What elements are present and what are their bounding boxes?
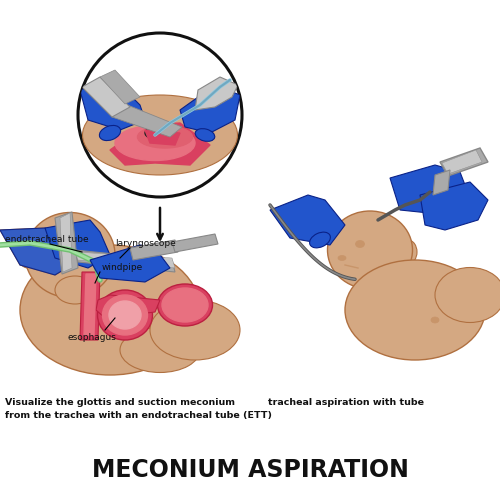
Ellipse shape xyxy=(98,290,152,340)
Polygon shape xyxy=(110,123,210,165)
Polygon shape xyxy=(96,295,160,318)
Ellipse shape xyxy=(310,232,330,248)
Ellipse shape xyxy=(195,128,215,141)
Polygon shape xyxy=(60,213,72,272)
Text: tracheal aspiration with tube: tracheal aspiration with tube xyxy=(268,398,424,407)
Ellipse shape xyxy=(115,126,195,160)
Ellipse shape xyxy=(51,245,59,251)
Ellipse shape xyxy=(120,328,200,372)
Polygon shape xyxy=(420,182,488,230)
Ellipse shape xyxy=(18,242,38,268)
Ellipse shape xyxy=(20,245,200,375)
Text: endotracheal tube: endotracheal tube xyxy=(5,236,88,244)
Polygon shape xyxy=(433,170,450,195)
Polygon shape xyxy=(0,228,80,275)
Text: laryngoscope: laryngoscope xyxy=(115,238,176,248)
Polygon shape xyxy=(75,250,175,272)
Polygon shape xyxy=(80,272,100,340)
Polygon shape xyxy=(390,165,470,215)
Ellipse shape xyxy=(345,260,485,360)
Ellipse shape xyxy=(431,317,439,323)
Polygon shape xyxy=(130,240,178,260)
Ellipse shape xyxy=(162,288,208,322)
Polygon shape xyxy=(145,130,180,145)
Text: esophagus: esophagus xyxy=(68,334,117,342)
Ellipse shape xyxy=(150,300,240,360)
Ellipse shape xyxy=(356,275,401,305)
Polygon shape xyxy=(75,252,175,268)
Polygon shape xyxy=(195,77,238,110)
Ellipse shape xyxy=(100,126,120,140)
Text: windpipe: windpipe xyxy=(102,264,144,272)
Ellipse shape xyxy=(435,268,500,322)
Ellipse shape xyxy=(356,240,364,248)
Polygon shape xyxy=(172,234,218,252)
Polygon shape xyxy=(90,245,170,282)
Ellipse shape xyxy=(25,212,115,298)
Text: Visualize the glottis and suction meconium
from the trachea with an endotracheal: Visualize the glottis and suction meconi… xyxy=(5,398,272,420)
Polygon shape xyxy=(100,70,140,104)
Polygon shape xyxy=(80,80,145,130)
Polygon shape xyxy=(270,195,345,245)
Polygon shape xyxy=(0,228,80,275)
Polygon shape xyxy=(55,212,78,274)
Polygon shape xyxy=(180,85,240,133)
Ellipse shape xyxy=(145,126,175,140)
Ellipse shape xyxy=(109,301,141,329)
Circle shape xyxy=(78,33,242,197)
Polygon shape xyxy=(84,274,96,335)
Polygon shape xyxy=(45,220,110,268)
Ellipse shape xyxy=(138,126,192,148)
Ellipse shape xyxy=(399,240,417,264)
Polygon shape xyxy=(82,77,130,117)
Polygon shape xyxy=(440,148,488,176)
Ellipse shape xyxy=(158,284,212,326)
Text: MECONIUM ASPIRATION: MECONIUM ASPIRATION xyxy=(92,458,408,482)
Ellipse shape xyxy=(55,276,95,304)
Polygon shape xyxy=(442,150,482,174)
Ellipse shape xyxy=(102,295,148,335)
Polygon shape xyxy=(112,104,182,137)
Ellipse shape xyxy=(328,211,412,289)
Ellipse shape xyxy=(82,95,237,175)
Ellipse shape xyxy=(338,256,346,260)
